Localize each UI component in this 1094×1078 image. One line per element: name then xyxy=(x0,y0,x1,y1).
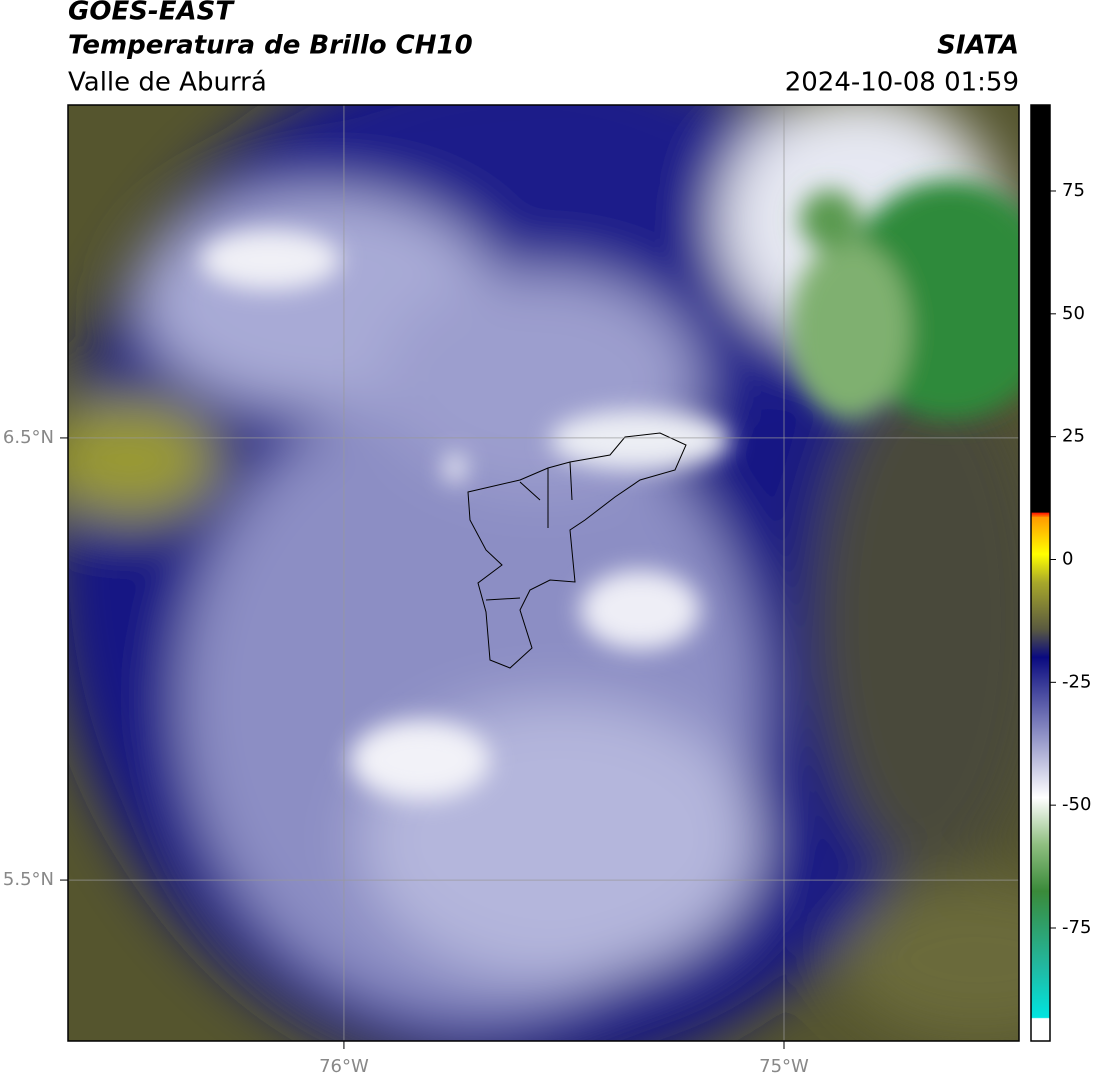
colorbar-tick-label: 50 xyxy=(1062,303,1085,324)
colorbar-tick-label: 75 xyxy=(1062,180,1085,201)
subtitle: Temperatura de Brillo CH10 xyxy=(68,31,473,61)
colorbar xyxy=(1030,104,1051,1042)
map-field xyxy=(68,105,1019,1041)
colorbar-tick-label: 25 xyxy=(1062,426,1085,447)
y-tick-label: 5.5°N xyxy=(3,869,54,890)
y-tick-label: 6.5°N xyxy=(3,427,54,448)
colorbar-tick-label: 0 xyxy=(1062,548,1073,569)
grid xyxy=(68,105,1019,1041)
colorbar-tick-label: -75 xyxy=(1062,917,1091,938)
x-tick-label: 76°W xyxy=(319,1056,369,1077)
region: Valle de Aburrá xyxy=(68,68,267,98)
colorbar-tick-label: -50 xyxy=(1062,794,1091,815)
timestamp: 2024-10-08 01:59 xyxy=(785,68,1019,98)
source: SIATA xyxy=(937,31,1019,61)
title: GOES-EAST xyxy=(68,0,235,27)
colorbar-tick-label: -25 xyxy=(1062,671,1091,692)
map-frame xyxy=(67,104,1020,1042)
x-tick-label: 75°W xyxy=(759,1056,809,1077)
